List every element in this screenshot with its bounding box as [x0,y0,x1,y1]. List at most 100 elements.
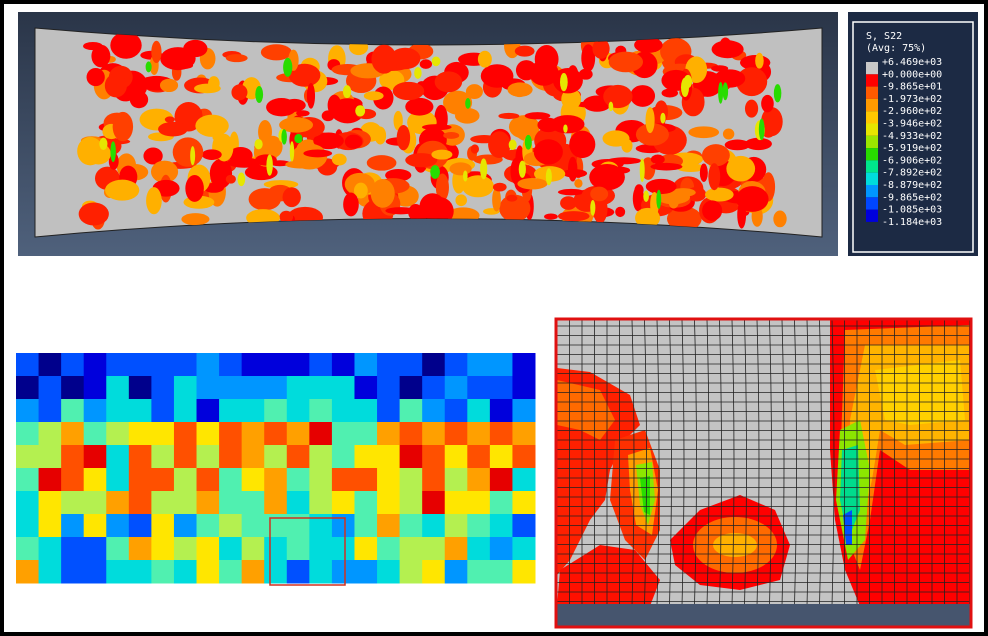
patch [708,163,720,190]
patch [367,155,397,171]
heat-cell [106,560,129,584]
patch [660,113,665,124]
patch [718,82,723,104]
patch [609,52,643,73]
patch [519,161,526,178]
heat-cell [219,422,242,446]
legend-swatch [866,197,878,209]
patch [455,108,480,124]
patch [466,84,483,99]
heat-cell [84,514,107,538]
heat-cell [61,353,84,377]
heat-cell [490,468,513,492]
heat-cell [61,376,84,400]
heat-cell [219,514,242,538]
heat-cell [445,514,468,538]
patch [465,98,470,109]
heat-cell [287,560,310,584]
heat-cell [174,560,197,584]
patch [343,85,351,98]
patch [723,129,734,140]
patch [266,154,272,175]
heat-cell [264,399,287,423]
figure: S, S22 (Avg: 75%) +6.469e+03+0.000e+00-9… [0,0,988,636]
patch [590,200,595,216]
patch [422,124,452,130]
patch [194,84,221,94]
patch [254,139,262,149]
heat-cell [242,422,265,446]
patch [463,170,468,181]
heat-cell [84,537,107,561]
patch [569,131,595,158]
patch [435,71,463,92]
patch [725,140,750,151]
heat-cell [219,445,242,469]
legend-label: -8.879e+02 [882,180,942,191]
heat-cell [106,353,129,377]
legend-swatch [866,62,878,74]
heat-cell [377,514,400,538]
patch [99,138,107,150]
heat-cell [445,491,468,515]
heat-cell [16,468,39,492]
patch [681,78,689,97]
heat-cell [39,560,62,584]
patch [478,51,492,68]
heat-cell [264,422,287,446]
heat-cell [84,445,107,469]
heat-cell [219,560,242,584]
patch [393,82,425,100]
patch [550,115,584,133]
heat-cell [242,560,265,584]
heat-cell [377,422,400,446]
heat-cell [400,445,423,469]
heat-cell [422,445,445,469]
patch [643,191,649,202]
heat-cell [151,376,174,400]
zoom-base [557,604,970,626]
heat-cell [422,422,445,446]
heat-cell [39,399,62,423]
patch [202,149,222,160]
patch [158,122,188,137]
heat-cell [264,537,287,561]
legend-label: -6.906e+02 [882,155,942,166]
patch [110,141,116,162]
heat-cell [151,537,174,561]
heat-cell [445,537,468,561]
heat-cell [84,353,107,377]
patch [181,213,209,225]
heat-cell [151,399,174,423]
heat-cell [354,468,377,492]
heat-cell [197,445,220,469]
patch [105,74,127,98]
heat-cell [61,514,84,538]
heat-cell [422,514,445,538]
heat-cell [377,560,400,584]
patch [621,139,632,153]
heat-cell [354,537,377,561]
heat-cell [467,353,490,377]
heat-cell [467,491,490,515]
heat-cell [287,468,310,492]
heat-cell [16,376,39,400]
patch [702,144,730,166]
patch [420,59,432,69]
heat-cell [242,399,265,423]
patch [375,127,387,145]
heat-cell [354,560,377,584]
patch [307,83,315,109]
patch [534,139,563,164]
heat-cell [242,468,265,492]
patch [712,40,744,58]
patch [705,188,734,202]
legend-swatch [866,87,878,99]
heat-cell [490,399,513,423]
heat-cell [377,353,400,377]
patch [165,116,175,122]
heat-cell [129,537,152,561]
patch [231,84,247,100]
patch [773,211,786,228]
legend-swatch [866,99,878,111]
